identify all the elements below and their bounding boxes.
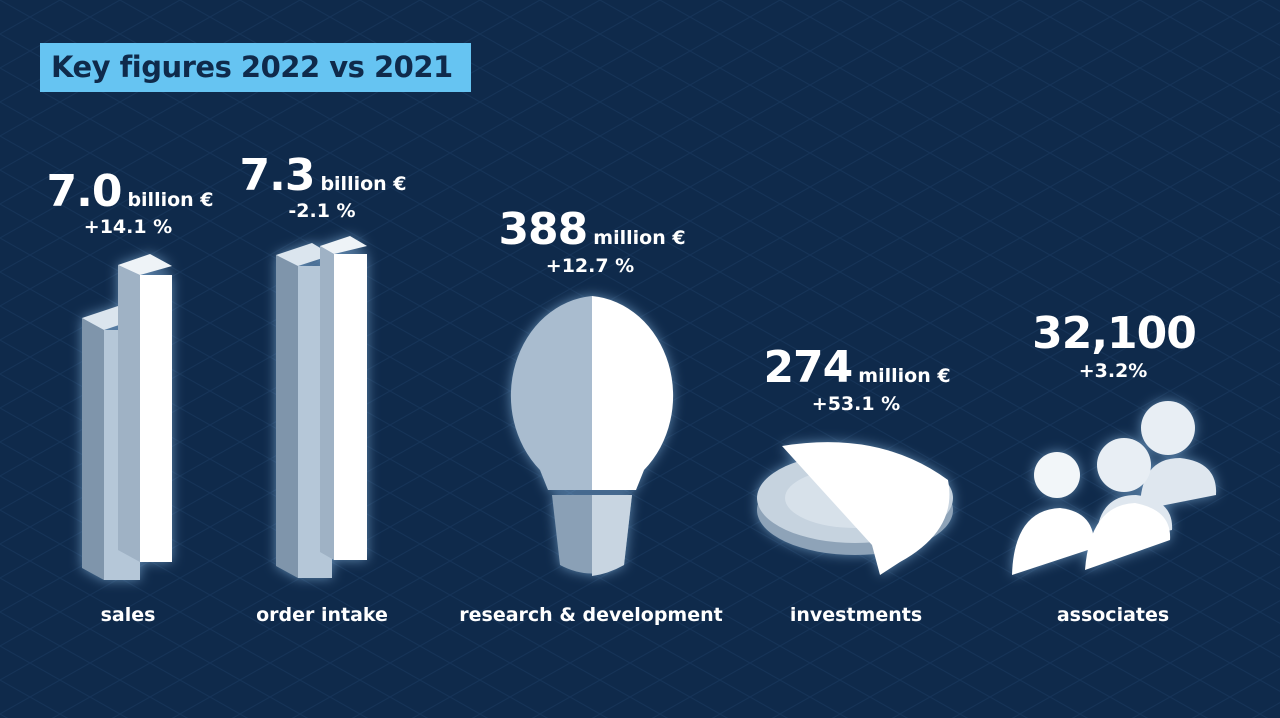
figure-value: 274 million €: [763, 342, 950, 393]
coin-chart: [757, 442, 953, 575]
light-bulb: [510, 296, 674, 576]
label: sales: [100, 604, 156, 626]
sales-bars: [82, 254, 172, 580]
people-icon: [1012, 401, 1217, 575]
title: Key figures 2022 vs 2021: [40, 43, 471, 92]
unit: million €: [858, 365, 951, 387]
label: order intake: [256, 604, 388, 626]
label: associates: [1056, 604, 1170, 626]
value: 32,100: [1032, 308, 1197, 359]
unit: million €: [593, 227, 686, 249]
order-intake-bars: [276, 236, 367, 578]
label: investments: [789, 604, 923, 626]
change: +14.1 %: [83, 216, 173, 238]
change: +53.1 %: [811, 393, 901, 415]
label: research & development: [459, 604, 723, 626]
value: 388: [498, 204, 588, 255]
value: 7.0: [46, 166, 122, 217]
unit: billion €: [320, 173, 407, 195]
figure-value: 32,100: [1032, 308, 1197, 359]
change: +12.7 %: [545, 255, 635, 277]
figure-value: 388 million €: [498, 204, 685, 255]
change: +3.2%: [1078, 360, 1148, 382]
value: 274: [763, 342, 853, 393]
change: -2.1 %: [288, 200, 356, 222]
unit: billion €: [127, 189, 214, 211]
figure-value: 7.3 billion €: [239, 150, 406, 201]
figure-value: 7.0 billion €: [46, 166, 213, 217]
value: 7.3: [239, 150, 315, 201]
